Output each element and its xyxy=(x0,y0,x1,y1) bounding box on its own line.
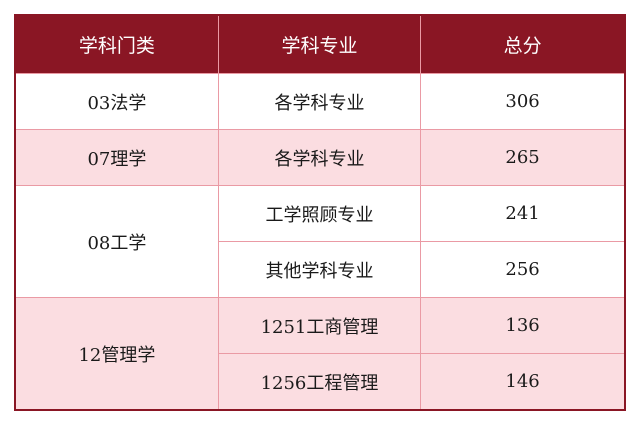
category-cell: 08工学 xyxy=(14,185,219,298)
category-cell: 12管理学 xyxy=(14,297,219,411)
header-major: 学科专业 xyxy=(217,14,422,74)
major-cell: 1256工程管理 xyxy=(217,353,422,411)
score-cell: 146 xyxy=(420,353,626,411)
score-cell: 306 xyxy=(420,73,626,130)
score-table: 学科门类 学科专业 总分 03法学 各学科专业 306 07理学 各学科专业 2… xyxy=(14,14,626,411)
header-score: 总分 xyxy=(420,14,626,74)
table-row: 其他学科专业 256 xyxy=(15,241,626,298)
major-cell: 工学照顾专业 xyxy=(217,185,422,242)
category-cell: 07理学 xyxy=(14,129,219,186)
major-cell: 其他学科专业 xyxy=(217,241,422,298)
major-cell: 1251工商管理 xyxy=(217,297,422,354)
major-cell: 各学科专业 xyxy=(217,129,422,186)
table-row: 12管理学 1251工商管理 136 xyxy=(14,297,626,411)
major-cell: 各学科专业 xyxy=(217,73,422,130)
header-row: 学科门类 学科专业 总分 xyxy=(14,14,626,74)
table-row: 03法学 各学科专业 306 xyxy=(14,73,626,130)
category-cell: 03法学 xyxy=(14,73,219,130)
table-row: 07理学 各学科专业 265 xyxy=(14,129,626,186)
score-cell: 256 xyxy=(420,241,626,298)
score-cell: 136 xyxy=(420,297,626,354)
header-category: 学科门类 xyxy=(14,14,219,74)
table-row: 08工学 工学照顾专业 241 xyxy=(14,185,626,298)
score-cell: 265 xyxy=(420,129,626,186)
table-row: 1256工程管理 146 xyxy=(15,353,626,411)
score-cell: 241 xyxy=(420,185,626,242)
